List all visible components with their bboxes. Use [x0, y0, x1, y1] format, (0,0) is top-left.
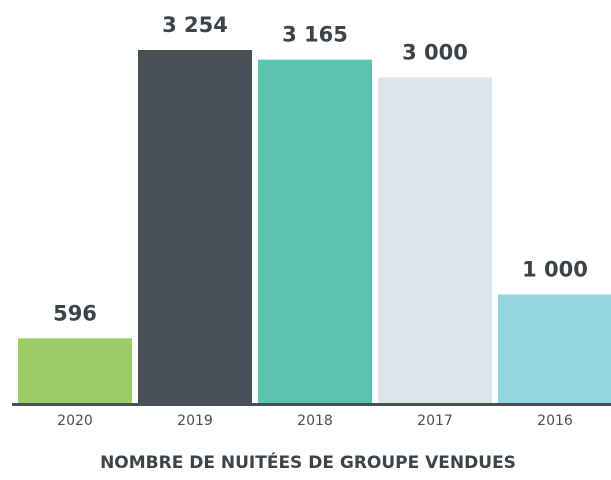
bar [258, 59, 372, 404]
value-label: 1 000 [522, 258, 588, 282]
x-tick-label: 2020 [57, 413, 93, 429]
bar [138, 50, 252, 403]
value-label: 3 254 [162, 13, 228, 37]
x-tick-label: 2018 [297, 413, 333, 429]
bar [378, 77, 492, 404]
x-tick-label: 2017 [417, 413, 453, 429]
bar [18, 338, 132, 403]
value-label: 3 165 [282, 23, 348, 47]
x-tick-label: 2019 [177, 413, 213, 429]
x-tick-label: 2016 [537, 413, 573, 429]
bar [498, 294, 611, 403]
chart-title: NOMBRE DE NUITÉES DE GROUPE VENDUES [100, 451, 516, 473]
value-label: 596 [53, 301, 97, 325]
value-label: 3 000 [402, 41, 468, 65]
